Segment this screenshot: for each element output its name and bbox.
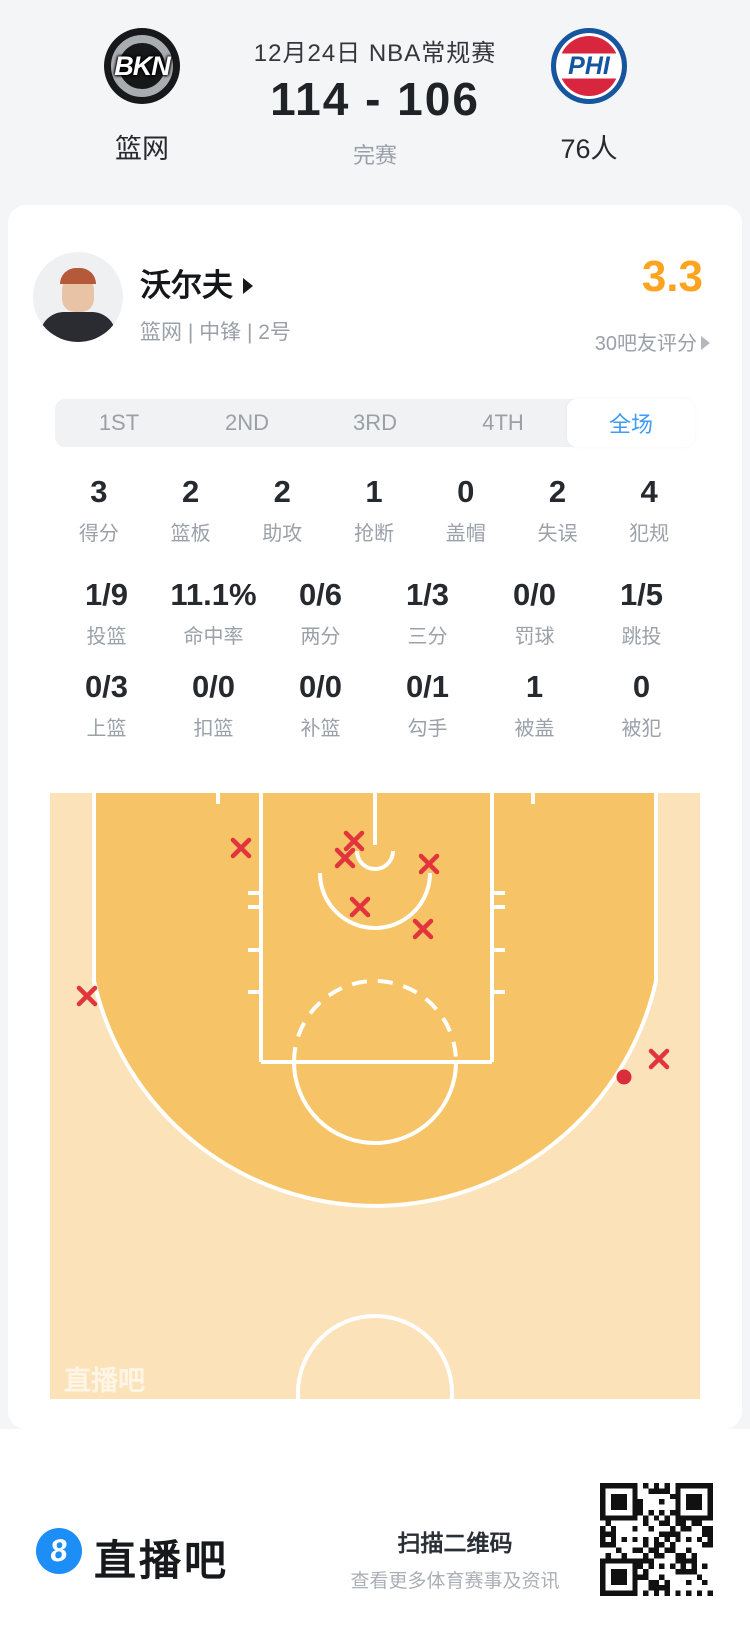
rating-arrow-icon [701, 336, 710, 350]
team-logo-phi[interactable]: PHI [551, 28, 627, 104]
shot-markers [76, 830, 670, 1085]
player-name-arrow-icon [243, 278, 253, 294]
stat-fouled: 0 被犯 [621, 669, 662, 741]
away-team-name[interactable]: 76人 [560, 134, 618, 164]
stat-fg: 1/9 投篮 [84, 577, 129, 649]
stat-fg-pct: 11.1% 命中率 [170, 577, 257, 649]
stat-points: 3 得分 [78, 474, 119, 546]
stat-hook: 0/1 勾手 [405, 669, 450, 741]
center-circle [296, 1314, 454, 1399]
missed-shot-marker [412, 918, 434, 940]
missed-shot-marker [76, 985, 98, 1007]
qr-code [600, 1483, 713, 1596]
missed-shot-marker [334, 847, 356, 869]
stat-blocks: 0 盖帽 [445, 474, 486, 546]
free-throw-circle-solid [292, 1061, 458, 1145]
rim-arc [355, 850, 395, 871]
bkn-abbr: BKN [114, 50, 170, 81]
bkn-ring [111, 35, 173, 97]
stat-fouls: 4 犯规 [629, 474, 670, 546]
tab-full-game[interactable]: 全场 [567, 399, 695, 447]
baseline-ticks [216, 793, 535, 804]
stats-row-shooting: 1/9 投篮 11.1% 命中率 0/6 两分 1/3 三分 0/0 罚球 1/5 跳投 [53, 578, 695, 649]
restricted-area-arc [318, 872, 432, 930]
phi-abbr: PHI [568, 51, 610, 80]
stat-steals: 1 抢断 [354, 474, 395, 546]
avatar-hair [60, 268, 96, 284]
team-logo-bkn[interactable]: BKN [104, 28, 180, 104]
stat-tipin: 0/0 补篮 [298, 669, 343, 741]
rating-label: 30吧友评分 [594, 333, 697, 355]
player-name-row[interactable]: 沃尔夫 [140, 260, 253, 305]
player-name: 沃尔夫 [140, 268, 233, 303]
match-status: 完赛 [352, 143, 397, 168]
tab-1st[interactable]: 1ST [98, 410, 140, 435]
lane-hash-left [248, 891, 261, 994]
tab-3rd[interactable]: 3RD [352, 410, 397, 435]
three-point-line [92, 793, 658, 1208]
made-shot-marker [616, 1069, 632, 1085]
footer-brand: 直播吧 [94, 1537, 230, 1584]
match-score: 114 - 106 [270, 73, 480, 125]
stat-turnovers: 2 失误 [537, 474, 578, 546]
stat-rebounds: 2 篮板 [170, 474, 211, 546]
quarter-tabs: 1ST 2ND 3RD 4TH 全场 [55, 399, 695, 447]
stat-assists: 2 助攻 [262, 474, 303, 546]
missed-shot-marker [349, 896, 371, 918]
player-rating[interactable]: 3.3 [641, 252, 703, 301]
zhibo8-logo-icon: 8 [36, 1528, 82, 1574]
scan-subtitle: 查看更多体育赛事及资讯 [350, 1571, 560, 1592]
player-avatar[interactable] [33, 252, 123, 342]
stat-jumpshot: 1/5 跳投 [619, 577, 664, 649]
player-meta: 篮网 | 中锋 | 2号 [140, 321, 291, 344]
phi-band [559, 53, 619, 79]
tab-4th[interactable]: 4TH [482, 410, 524, 435]
missed-shot-marker [230, 837, 252, 859]
lane-lines [259, 793, 494, 1064]
scan-title: 扫描二维码 [397, 1530, 513, 1556]
court-three-point-area [94, 793, 656, 1206]
stats-row-basic: 3 得分 2 篮板 2 助攻 1 抢断 0 盖帽 2 失误 4 犯规 [53, 475, 695, 546]
lane-hash-right [492, 891, 505, 994]
home-team-name[interactable]: 篮网 [115, 134, 169, 164]
stat-2pt: 0/6 两分 [298, 577, 343, 649]
match-title: 12月24日 NBA常规赛 [253, 40, 497, 67]
court-watermark: 直播吧 [64, 1366, 145, 1396]
missed-shot-marker [418, 853, 440, 875]
free-throw-circle-dashed [292, 979, 458, 1063]
stat-layup: 0/3 上篮 [84, 669, 129, 741]
rating-label-row[interactable]: 30吧友评分 [595, 327, 710, 356]
stats-row-shot-types: 0/3 上篮 0/0 扣篮 0/0 补篮 0/1 勾手 1 被盖 0 被犯 [53, 670, 695, 741]
stat-blocked: 1 被盖 [514, 669, 555, 741]
tab-2nd[interactable]: 2ND [224, 410, 269, 435]
avatar-jersey [40, 312, 116, 342]
missed-shot-marker [343, 830, 365, 852]
missed-shot-marker [648, 1048, 670, 1070]
stat-dunk: 0/0 扣篮 [191, 669, 236, 741]
stat-ft: 0/0 罚球 [512, 577, 557, 649]
shot-chart-court: 直播吧 [50, 793, 700, 1399]
stat-3pt: 1/3 三分 [405, 577, 450, 649]
